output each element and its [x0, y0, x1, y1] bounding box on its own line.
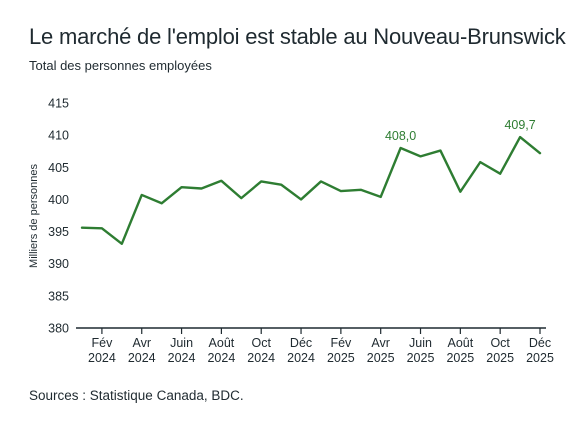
- x-tick-label-year: 2025: [446, 351, 474, 365]
- y-axis: 380 385 390 395 400 405 410 415: [48, 97, 69, 336]
- x-tick-label-year: 2024: [247, 351, 275, 365]
- x-tick-label-month: Août: [447, 336, 473, 350]
- x-tick-label-month: Août: [209, 336, 235, 350]
- x-tick-label-year: 2025: [486, 351, 514, 365]
- y-tick-label: 400: [48, 193, 69, 207]
- y-tick-label: 410: [48, 129, 69, 143]
- x-tick-label-year: 2024: [287, 351, 315, 365]
- x-tick-label-year: 2024: [128, 351, 156, 365]
- source-note: Sources : Statistique Canada, BDC.: [29, 388, 244, 403]
- x-tick-label-month: Déc: [529, 336, 551, 350]
- x-tick-label-month: Oct: [251, 336, 271, 350]
- x-tick-label-month: Avr: [371, 336, 390, 350]
- x-axis: Fév2024Avr2024Juin2024Août2024Oct2024Déc…: [76, 327, 554, 365]
- x-tick-label-year: 2024: [207, 351, 235, 365]
- series-layer: [80, 135, 542, 245]
- series-line: [80, 135, 542, 245]
- x-tick-label-month: Déc: [290, 336, 312, 350]
- y-tick-label: 405: [48, 161, 69, 175]
- x-tick-label-year: 2025: [327, 351, 355, 365]
- y-tick-label: 390: [48, 257, 69, 271]
- x-tick-label-year: 2025: [407, 351, 435, 365]
- y-tick-label: 415: [48, 97, 69, 111]
- x-tick-label-month: Fév: [330, 336, 352, 350]
- x-tick-label-year: 2025: [526, 351, 554, 365]
- x-tick-label-month: Juin: [409, 336, 432, 350]
- x-tick-label-year: 2024: [168, 351, 196, 365]
- data-label: 408,0: [385, 129, 416, 143]
- chart-subtitle: Total des personnes employées: [29, 58, 212, 73]
- y-tick-label: 385: [48, 289, 69, 303]
- x-tick-label-month: Fév: [91, 336, 113, 350]
- data-label: 409,7: [504, 118, 535, 132]
- x-tick-label-month: Juin: [170, 336, 193, 350]
- annotation-layer: 408,0 409,7: [385, 118, 536, 143]
- chart-title: Le marché de l'emploi est stable au Nouv…: [29, 24, 566, 49]
- y-tick-label: 395: [48, 225, 69, 239]
- x-tick-label-month: Avr: [132, 336, 151, 350]
- y-axis-label: Milliers de personnes: [28, 164, 40, 268]
- x-tick-label-month: Oct: [490, 336, 510, 350]
- x-tick-label-year: 2025: [367, 351, 395, 365]
- y-tick-label: 380: [48, 322, 69, 336]
- x-tick-label-year: 2024: [88, 351, 116, 365]
